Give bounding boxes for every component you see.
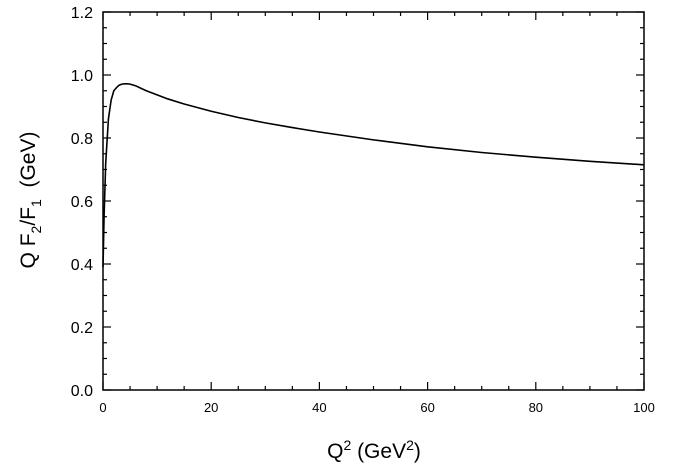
y-axis-title-part3: (GeV) [17, 132, 40, 200]
y-axis-title-sub2: 1 [28, 199, 44, 207]
x-tick-label: 40 [312, 400, 326, 415]
series-line [102, 83, 645, 268]
y-axis-title: Q F2/F1 (GeV) [17, 132, 44, 269]
y-tick-label: 0.8 [71, 131, 93, 148]
y-tick-label: 0.0 [71, 383, 93, 400]
x-tick-label: 20 [204, 400, 218, 415]
x-axis-title-open: (GeV [351, 440, 406, 463]
y-axis-title-part2: /F [17, 207, 40, 226]
x-axis-title-sup: 2 [343, 437, 351, 453]
y-axis-title-sub1: 2 [28, 225, 44, 233]
x-tick-label: 100 [633, 400, 655, 415]
x-tick-label: 80 [529, 400, 543, 415]
x-axis-title-sup2: 2 [406, 437, 414, 453]
x-axis-title-close: ) [414, 440, 421, 463]
x-axis-title: Q2 (GeV2) [327, 437, 421, 463]
plot-frame [102, 11, 645, 391]
x-axis-title-base: Q [327, 440, 343, 463]
y-axis: 0.0 0.2 0.4 0.6 0.8 1.0 1.2 [71, 5, 644, 400]
y-tick-label: 0.6 [71, 194, 93, 211]
y-tick-label: 1.0 [71, 68, 93, 85]
x-axis: 0 20 40 60 80 100 [99, 12, 655, 415]
series-group [102, 83, 645, 268]
x-tick-label: 0 [99, 400, 106, 415]
x-tick-label: 60 [420, 400, 434, 415]
y-tick-label: 1.2 [71, 5, 93, 22]
plot-border [102, 11, 645, 391]
y-axis-title-part1: Q F [17, 233, 40, 268]
y-tick-label: 0.4 [71, 257, 93, 274]
y-tick-label: 0.2 [71, 320, 93, 337]
